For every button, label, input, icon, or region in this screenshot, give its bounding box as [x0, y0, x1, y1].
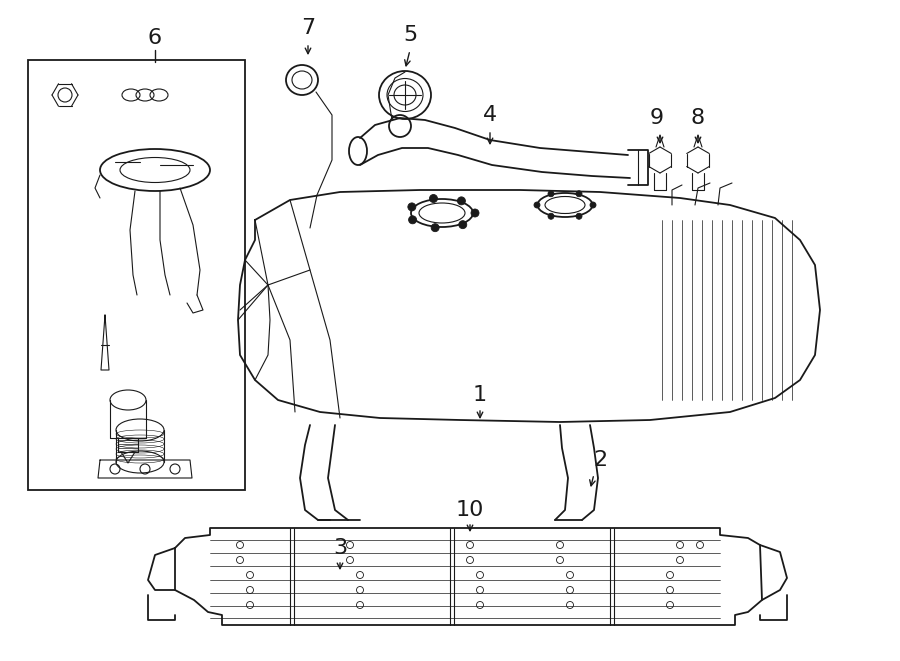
- Text: 10: 10: [455, 500, 484, 520]
- Circle shape: [459, 221, 467, 229]
- Circle shape: [457, 197, 465, 205]
- Circle shape: [408, 203, 416, 211]
- Text: 5: 5: [403, 25, 417, 45]
- Circle shape: [409, 215, 417, 224]
- Text: 9: 9: [650, 108, 664, 128]
- Circle shape: [576, 214, 582, 219]
- Circle shape: [471, 209, 479, 217]
- Circle shape: [548, 191, 554, 197]
- Circle shape: [431, 223, 439, 231]
- Text: 2: 2: [593, 450, 608, 470]
- Text: 4: 4: [483, 105, 497, 125]
- Circle shape: [548, 214, 554, 219]
- Text: 1: 1: [472, 385, 487, 405]
- Bar: [28, 60, 245, 490]
- Circle shape: [590, 202, 596, 208]
- Text: 8: 8: [691, 108, 705, 128]
- Circle shape: [576, 191, 582, 197]
- Text: 7: 7: [301, 18, 315, 38]
- Circle shape: [429, 194, 437, 202]
- Text: 6: 6: [148, 28, 162, 48]
- Circle shape: [534, 202, 540, 208]
- Text: 3: 3: [333, 538, 347, 558]
